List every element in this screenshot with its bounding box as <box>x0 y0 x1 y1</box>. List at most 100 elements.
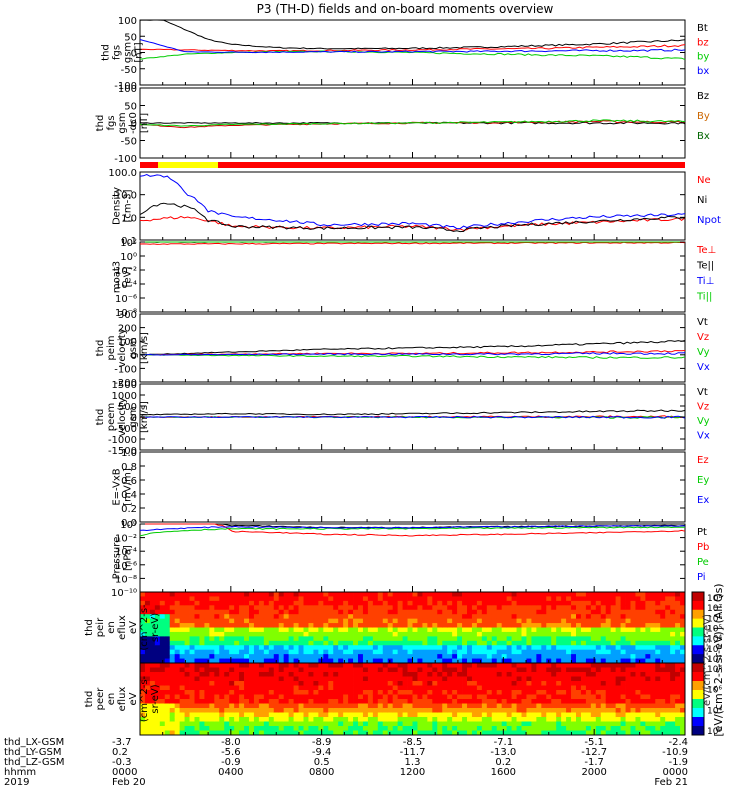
panel-peem_velocity <box>140 384 685 450</box>
y-axis-label: peim <box>106 335 117 360</box>
y-tick-label: 10⁻⁶ <box>115 294 137 305</box>
panel-fgs_gsm <box>140 20 685 85</box>
legend-label: by <box>697 52 709 63</box>
legend-label: Bx <box>697 131 710 142</box>
legend-label: Ne <box>697 175 711 186</box>
legend-label: Vz <box>697 332 709 343</box>
y-tick-label: 100.0 <box>108 168 137 179</box>
y-tick-label: 100 <box>118 84 137 95</box>
panel-density <box>140 172 685 240</box>
mode-bar <box>140 162 685 168</box>
y-axis-label: thd <box>95 409 106 426</box>
legend-label: Ti|| <box>696 292 712 303</box>
legend-label: Vt <box>697 317 708 328</box>
panel-peim_velocity <box>140 314 685 382</box>
y-axis-label: [nPa] <box>123 545 134 571</box>
y-axis-label: eflux <box>117 687 128 712</box>
y-tick-label: -100 <box>114 154 137 165</box>
x-tick-label: 1600 <box>491 767 516 778</box>
y-axis-label: gsm <box>117 112 128 133</box>
y-axis-label: peer <box>95 687 106 711</box>
legend-label: Ni <box>697 195 707 206</box>
y-axis-label: en <box>106 693 117 706</box>
y-axis-label: eV <box>128 692 139 705</box>
y-axis-label: fgs <box>106 115 117 130</box>
legend-label: Vt <box>697 387 708 398</box>
legend-label: Pe <box>697 557 709 568</box>
y-axis-label: Density <box>112 187 123 225</box>
y-axis-label: gsm <box>128 337 139 358</box>
panel-temperature <box>140 242 685 312</box>
y-axis-label: [nT] <box>134 42 145 62</box>
y-tick-label: -50 <box>121 137 137 148</box>
legend-label: bx <box>697 66 709 77</box>
y-tick-label: 10⁻¹⁰ <box>111 588 137 599</box>
legend-label: Ey <box>697 475 709 486</box>
y-tick-label: 300 <box>118 310 137 321</box>
y-axis-label: velocity <box>117 397 128 436</box>
y-axis-label: gsm <box>128 406 139 427</box>
y-axis-label: (cm^2-s- <box>139 675 150 722</box>
legend-label: Pt <box>697 527 707 538</box>
plot-frame <box>140 242 685 312</box>
y-axis-label: thd <box>95 115 106 132</box>
y-tick-label: 1500 <box>112 380 137 391</box>
legend-label: Te|| <box>696 261 714 272</box>
legend-label: Vy <box>697 347 710 358</box>
colorbar-axis-label: [eV/(cm^2-s-sr-eV)] (All Qs) <box>712 583 725 736</box>
y-axis-label: (cm^2-s- <box>139 604 150 651</box>
legend-label: Pi <box>697 572 706 583</box>
legend-label: bz <box>697 37 709 48</box>
legend-label: Vx <box>697 431 710 442</box>
legend-label: Vx <box>697 362 710 373</box>
y-tick-label: 50 <box>124 32 137 43</box>
y-axis-label: Pressure <box>112 537 123 580</box>
y-axis-label: gsm <box>123 42 134 63</box>
legend-label: Ez <box>697 455 709 466</box>
y-tick-label: 10² <box>120 238 137 249</box>
y-tick-label: 100 <box>118 16 137 27</box>
colorbar-inner-label: eV/(cm^2-s-sr-eV) <box>702 614 713 706</box>
legend-label: By <box>697 111 710 122</box>
y-axis-label: thd <box>84 691 95 708</box>
legend-label: Ti⊥ <box>696 276 714 287</box>
figure-title: P3 (TH-D) fields and on-board moments ov… <box>257 2 554 16</box>
y-tick-label: 1.0 <box>121 448 137 459</box>
y-axis-label: [km/s] <box>139 401 150 433</box>
y-axis-label: thd <box>101 44 112 61</box>
y-axis-label: [nT] <box>139 113 150 133</box>
x-tick-label: 1200 <box>400 767 425 778</box>
y-tick-label: 10⁰ <box>120 520 137 531</box>
y-axis-label: E=-VxB <box>112 468 123 505</box>
y-axis-label: fgs <box>112 45 123 60</box>
y-axis-label: thd <box>95 340 106 357</box>
plot-frame <box>140 524 685 592</box>
panel-pressure <box>140 524 685 592</box>
y-axis-label: thd <box>84 619 95 636</box>
legend-label: Te⊥ <box>696 245 716 256</box>
y-tick-label: 50 <box>124 102 137 113</box>
y-axis-label: eV <box>128 621 139 634</box>
legend-label: Bt <box>697 23 708 34</box>
plot-frame <box>140 172 685 240</box>
y-axis-label: [mV/m] <box>123 468 134 506</box>
y-axis-label: peir <box>95 617 106 637</box>
legend-label: Ex <box>697 495 709 506</box>
y-tick-label: -50 <box>121 65 137 76</box>
y-axis-label: eflux <box>117 615 128 640</box>
y-axis-label: velocity <box>117 328 128 367</box>
y-axis-label: en <box>106 621 117 634</box>
x-axis-row-label: 2019 <box>4 777 29 788</box>
y-axis-label: peem <box>106 403 117 431</box>
y-axis-label: sr-eV) <box>150 613 161 642</box>
panel-fgs_gse_dc <box>140 88 685 158</box>
legend-label: Npot <box>697 215 721 226</box>
y-axis-label: [km/s] <box>139 332 150 364</box>
legend-label: Vy <box>697 416 710 427</box>
y-axis-label: -dc0 <box>128 112 139 134</box>
y-axis-label: sr-eV) <box>150 684 161 713</box>
legend-label: Bz <box>697 91 709 102</box>
legend-label: Pb <box>697 542 709 553</box>
